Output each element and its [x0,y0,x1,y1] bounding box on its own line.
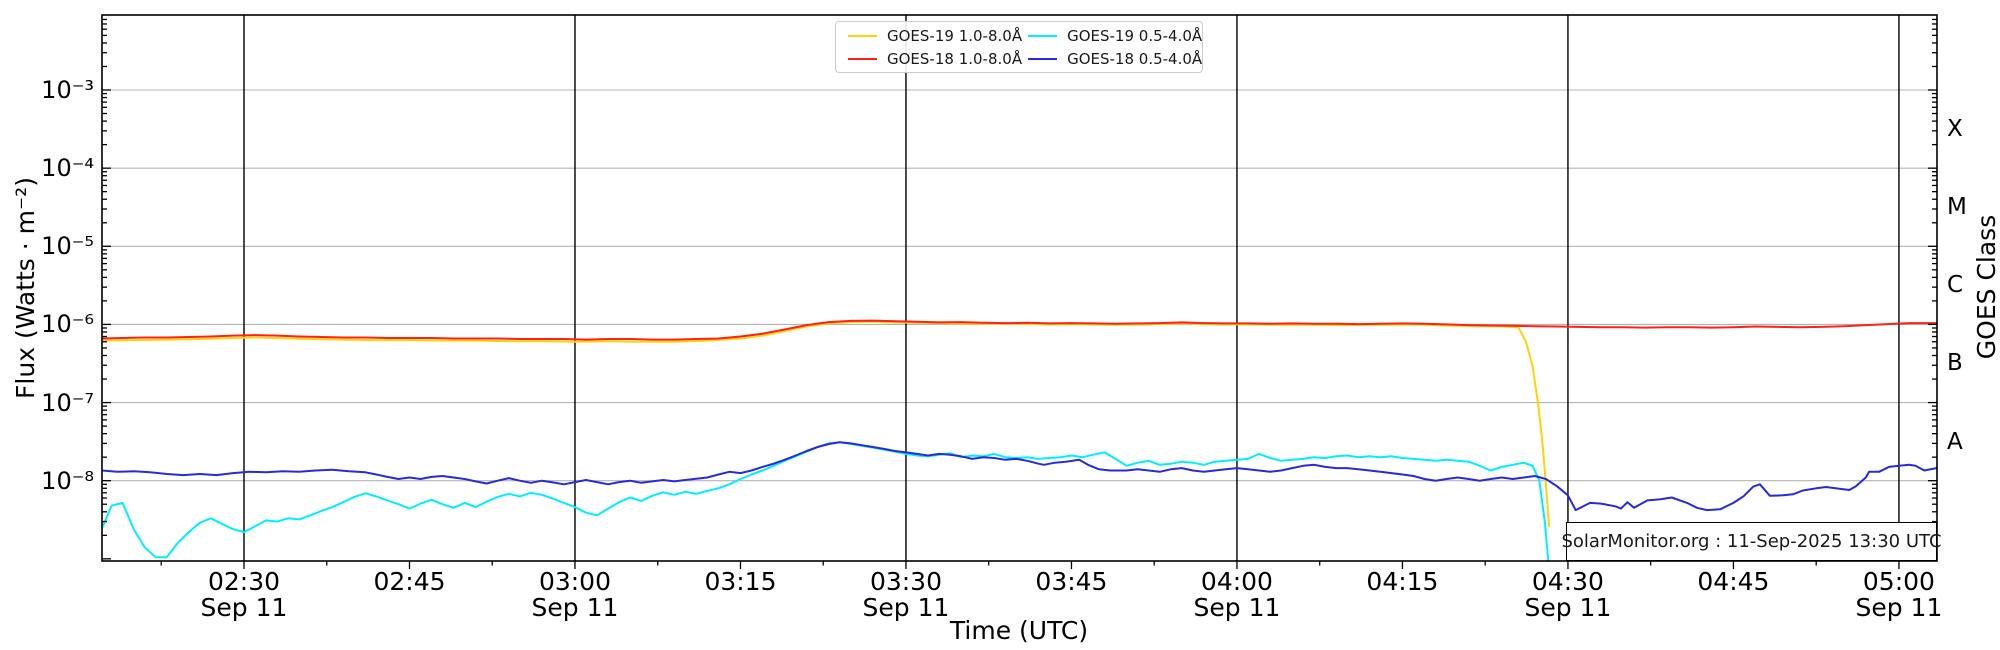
legend-label: GOES-18 1.0-8.0Å [887,49,1023,68]
legend-line-swatch [1028,34,1058,37]
x-tick-label: 04:45 [1697,567,1770,596]
x-tick-date-label: Sep 11 [1855,593,1943,622]
y-tick-label: 10⁻⁵ [41,232,94,261]
y-tick-label: 10⁻⁸ [41,466,94,495]
x-tick-label: 04:15 [1366,567,1439,596]
x-tick-date-label: Sep 11 [1193,593,1281,622]
goes-class-label-a: A [1947,428,1963,455]
series-line-goes-19-0-5-4-0- [102,441,1550,561]
legend-label: GOES-19 0.5-4.0Å [1067,26,1203,45]
y-tick-label: 10⁻⁷ [41,388,94,417]
x-tick-label: 03:00 [538,567,611,596]
x-axis-label: Time (UTC) [949,616,1089,645]
x-tick-label: 04:30 [1531,567,1604,596]
legend-item: GOES-19 0.5-4.0Å [1022,27,1202,45]
y-tick-label: 10⁻⁴ [41,154,94,183]
x-tick-label: 05:00 [1862,567,1935,596]
goes-class-label-b: B [1947,350,1963,377]
source-annotation-text: SolarMonitor.org : 11-Sep-2025 13:30 UTC [1561,531,1942,552]
y-tick-label: 10⁻³ [41,76,94,104]
goes-class-label-m: M [1947,194,1967,221]
goes-class-label-x: X [1947,116,1963,143]
x-tick-label: 02:30 [207,567,280,596]
legend: GOES-19 1.0-8.0Å GOES-18 1.0-8.0Å GOES-19 … [835,21,1203,73]
legend-label: GOES-19 1.0-8.0Å [887,26,1023,45]
x-tick-date-label: Sep 11 [862,593,950,622]
legend-line-swatch [1028,57,1058,60]
x-tick-date-label: Sep 11 [531,593,619,622]
goes-class-label-c: C [1947,272,1964,299]
x-tick-label: 03:30 [869,567,942,596]
series-line-goes-19-1-0-8-0- [102,320,1551,528]
y-tick-label: 10⁻⁶ [41,310,94,339]
plot-frame [101,14,1938,562]
legend-item: GOES-18 1.0-8.0Å [842,50,1022,68]
x-tick-date-label: Sep 11 [200,593,288,622]
legend-line-swatch [848,57,877,60]
x-tick-label: 03:15 [704,567,777,596]
legend-line-swatch [848,34,877,37]
series-line-goes-18-0-5-4-0- [102,441,1937,512]
x-tick-label: 04:00 [1200,567,1273,596]
legend-label: GOES-18 0.5-4.0Å [1067,49,1203,68]
series-line-goes-18-1-0-8-0- [102,319,1937,341]
legend-item: GOES-18 0.5-4.0Å [1022,50,1202,68]
source-annotation-box: SolarMonitor.org : 11-Sep-2025 13:30 UTC [1561,522,1942,561]
x-tick-label: 02:45 [373,567,446,596]
x-tick-label: 03:45 [1035,567,1108,596]
x-tick-date-label: Sep 11 [1524,593,1612,622]
legend-item: GOES-19 1.0-8.0Å [842,27,1022,45]
